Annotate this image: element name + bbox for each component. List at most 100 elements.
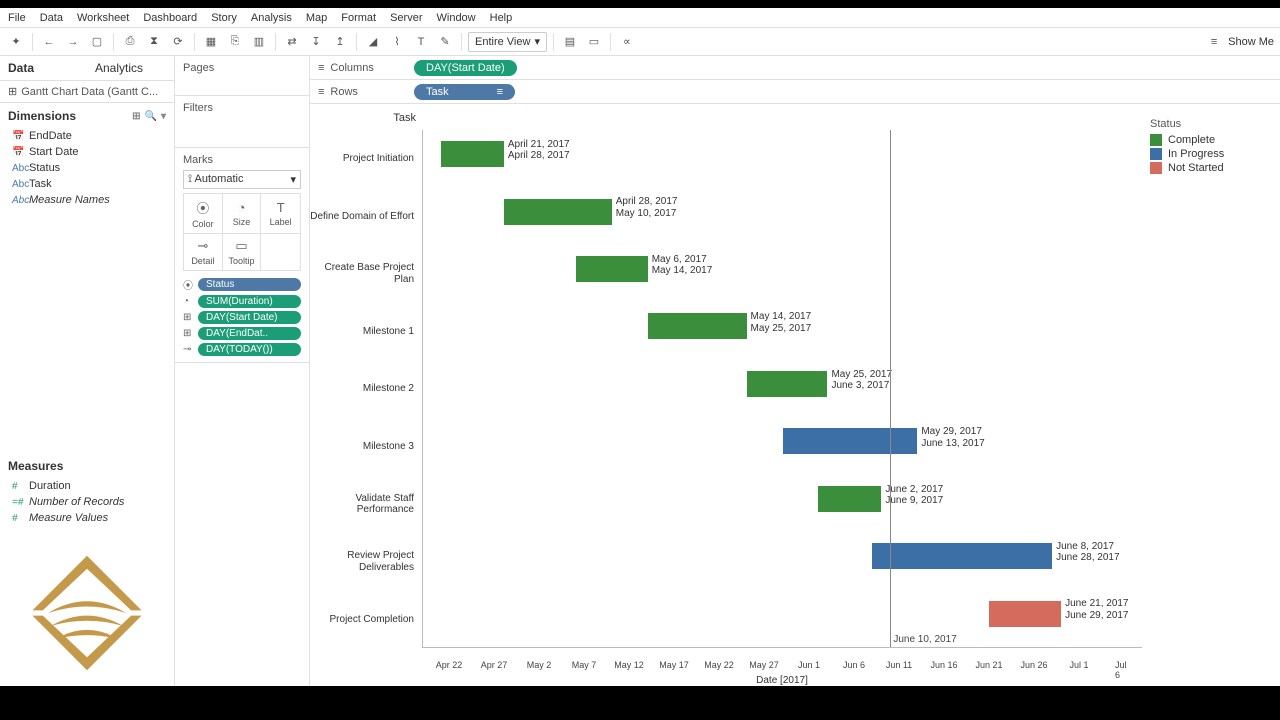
gantt-chart: Task Project InitiationDefine Domain of … xyxy=(310,112,1142,686)
reference-line xyxy=(890,130,891,647)
task-label: Milestone 3 xyxy=(310,418,422,476)
mark-pill-day-enddat-[interactable]: ⊞DAY(EndDat.. xyxy=(183,327,301,340)
detail-button[interactable]: ⊸Detail xyxy=(184,234,223,270)
rows-pill[interactable]: Task≡ xyxy=(414,84,515,100)
menu-story[interactable]: Story xyxy=(211,12,237,24)
highlight-icon[interactable]: ◢ xyxy=(363,32,383,52)
field-task[interactable]: AbcTask xyxy=(0,176,174,192)
field-measure-values[interactable]: #Measure Values xyxy=(0,510,174,526)
analytics-tab[interactable]: Analytics xyxy=(87,56,174,80)
menu-analysis[interactable]: Analysis xyxy=(251,12,292,24)
gantt-bar[interactable] xyxy=(872,543,1052,569)
menu-map[interactable]: Map xyxy=(306,12,327,24)
new-datasource-button[interactable]: ⎙ xyxy=(120,32,140,52)
back-button[interactable]: ← xyxy=(39,32,59,52)
label-button[interactable]: TLabel xyxy=(261,194,300,234)
mark-type-selector[interactable]: ⟟ Automatic ▾ xyxy=(183,170,301,189)
menu-window[interactable]: Window xyxy=(437,12,476,24)
gantt-bar[interactable] xyxy=(504,199,612,225)
gantt-bar[interactable] xyxy=(818,486,881,512)
refresh-button[interactable]: ⟳ xyxy=(168,32,188,52)
gantt-bar[interactable] xyxy=(441,141,504,167)
mark-pill-status[interactable]: ⦿Status xyxy=(183,277,301,292)
forward-button[interactable]: → xyxy=(63,32,83,52)
mark-pill-day-start-date-[interactable]: ⊞DAY(Start Date) xyxy=(183,311,301,324)
task-label: Define Domain of Effort xyxy=(310,188,422,246)
size-button[interactable]: ◔Size xyxy=(223,194,262,234)
task-label: Review Project Deliverables xyxy=(310,533,422,591)
gantt-bar[interactable] xyxy=(989,601,1061,627)
share-button[interactable]: ∝ xyxy=(617,32,637,52)
save-button[interactable]: ▢ xyxy=(87,32,107,52)
tableau-icon[interactable]: ✦ xyxy=(6,32,26,52)
legend-item-not-started[interactable]: Not Started xyxy=(1150,162,1264,174)
columns-shelf[interactable]: ≡Columns DAY(Start Date) xyxy=(310,56,1280,80)
menu-dashboard[interactable]: Dashboard xyxy=(143,12,197,24)
chevron-down-icon: ▾ xyxy=(534,35,540,48)
color-button[interactable]: ⦿Color xyxy=(184,194,223,234)
mark-pill-day-today-[interactable]: ⊸DAY(TODAY()) xyxy=(183,343,301,356)
new-sheet-button[interactable]: ▦ xyxy=(201,32,221,52)
filters-shelf[interactable]: Filters xyxy=(175,96,309,148)
cards-pane: Pages Filters Marks ⟟ Automatic ▾ ⦿Color… xyxy=(175,56,310,686)
mark-pill-sum-duration-[interactable]: ◔SUM(Duration) xyxy=(183,295,301,308)
swap-button[interactable]: ⇄ xyxy=(282,32,302,52)
field-status[interactable]: AbcStatus xyxy=(0,160,174,176)
gantt-bar[interactable] xyxy=(747,371,828,397)
x-tick: Apr 27 xyxy=(481,660,508,670)
menu-worksheet[interactable]: Worksheet xyxy=(77,12,129,24)
menu-file[interactable]: File xyxy=(8,12,26,24)
search-icon[interactable]: 🔍 xyxy=(145,111,157,122)
presentation-button[interactable]: ▭ xyxy=(584,32,604,52)
field-measure-names[interactable]: AbcMeasure Names xyxy=(0,192,174,208)
bar-date-label: April 21, 2017April 28, 2017 xyxy=(508,139,570,162)
gantt-bar[interactable] xyxy=(648,313,747,339)
show-cards-button[interactable]: ▤ xyxy=(560,32,580,52)
view-icon[interactable]: ⊞ xyxy=(132,111,140,122)
field-duration[interactable]: #Duration xyxy=(0,478,174,494)
fit-selector[interactable]: Entire View ▾ xyxy=(468,32,547,52)
field-enddate[interactable]: 📅EndDate xyxy=(0,128,174,144)
menu-format[interactable]: Format xyxy=(341,12,376,24)
bar-date-label: June 8, 2017June 28, 2017 xyxy=(1056,541,1119,564)
pin-button[interactable]: ✎ xyxy=(435,32,455,52)
bar-date-label: May 29, 2017June 13, 2017 xyxy=(921,426,984,449)
pause-button[interactable]: ⧗ xyxy=(144,32,164,52)
marks-grid: ⦿Color ◔Size TLabel ⊸Detail ▭Tooltip xyxy=(183,193,301,271)
clear-button[interactable]: ▥ xyxy=(249,32,269,52)
task-label: Create Base Project Plan xyxy=(310,245,422,303)
measures-header: Measures xyxy=(0,453,174,476)
menu-help[interactable]: Help xyxy=(490,12,513,24)
task-label: Milestone 1 xyxy=(310,303,422,361)
bar-date-label: May 25, 2017June 3, 2017 xyxy=(831,369,892,392)
columns-icon: ≡ xyxy=(318,62,324,74)
columns-pill[interactable]: DAY(Start Date) xyxy=(414,60,517,76)
legend-item-complete[interactable]: Complete xyxy=(1150,134,1264,146)
menu-data[interactable]: Data xyxy=(40,12,63,24)
x-tick: Jun 21 xyxy=(975,660,1002,670)
datasource-item[interactable]: ⊞ Gantt Chart Data (Gantt C... xyxy=(0,81,174,103)
x-tick: May 27 xyxy=(749,660,779,670)
sort-desc-button[interactable]: ↥ xyxy=(330,32,350,52)
legend: Status Complete In Progress Not Started xyxy=(1142,112,1272,686)
group-button[interactable]: ⌇ xyxy=(387,32,407,52)
gantt-bar[interactable] xyxy=(576,256,648,282)
pages-shelf[interactable]: Pages xyxy=(175,56,309,96)
tooltip-button[interactable]: ▭Tooltip xyxy=(223,234,262,270)
x-tick: May 17 xyxy=(659,660,689,670)
sort-asc-button[interactable]: ↧ xyxy=(306,32,326,52)
duplicate-button[interactable]: ⎘ xyxy=(225,32,245,52)
legend-item-in-progress[interactable]: In Progress xyxy=(1150,148,1264,160)
label-button[interactable]: T xyxy=(411,32,431,52)
field-start-date[interactable]: 📅Start Date xyxy=(0,144,174,160)
field-number-of-records[interactable]: =#Number of Records xyxy=(0,494,174,510)
x-axis-title: Date [2017] xyxy=(422,675,1142,686)
empty-mark-cell xyxy=(261,234,300,270)
rows-shelf[interactable]: ≡Rows Task≡ xyxy=(310,80,1280,104)
gantt-bar[interactable] xyxy=(783,428,918,454)
data-tab[interactable]: Data xyxy=(0,56,87,80)
legend-title: Status xyxy=(1150,118,1264,130)
x-tick: Jun 11 xyxy=(886,660,912,670)
showme-button[interactable]: Show Me xyxy=(1228,36,1274,48)
menu-server[interactable]: Server xyxy=(390,12,422,24)
